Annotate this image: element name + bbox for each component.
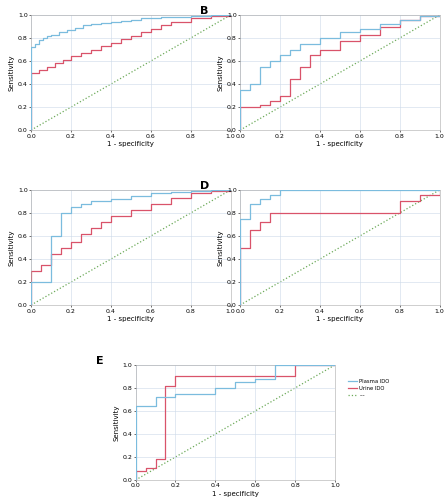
Legend: Plasma IDO, Urine IDO, ---: Plasma IDO, Urine IDO, --- — [348, 379, 389, 398]
X-axis label: 1 - specificity: 1 - specificity — [317, 142, 363, 148]
Text: E: E — [95, 356, 103, 366]
Y-axis label: Sensitivity: Sensitivity — [9, 229, 15, 266]
Y-axis label: Sensitivity: Sensitivity — [9, 54, 15, 91]
Y-axis label: Sensitivity: Sensitivity — [218, 54, 224, 91]
Text: D: D — [200, 180, 210, 190]
Y-axis label: Sensitivity: Sensitivity — [114, 404, 119, 440]
X-axis label: 1 - specificity: 1 - specificity — [107, 142, 154, 148]
Legend: Plasma IDO, Urine IDO, ---: Plasma IDO, Urine IDO, --- — [243, 29, 285, 48]
Legend: Plasma IDO, Urine IDO, ---: Plasma IDO, Urine IDO, --- — [243, 204, 285, 224]
X-axis label: 1 - specificity: 1 - specificity — [107, 316, 154, 322]
X-axis label: 1 - specificity: 1 - specificity — [317, 316, 363, 322]
Y-axis label: Sensitivity: Sensitivity — [218, 229, 224, 266]
X-axis label: 1 - specificity: 1 - specificity — [212, 491, 259, 497]
Text: B: B — [200, 6, 209, 16]
